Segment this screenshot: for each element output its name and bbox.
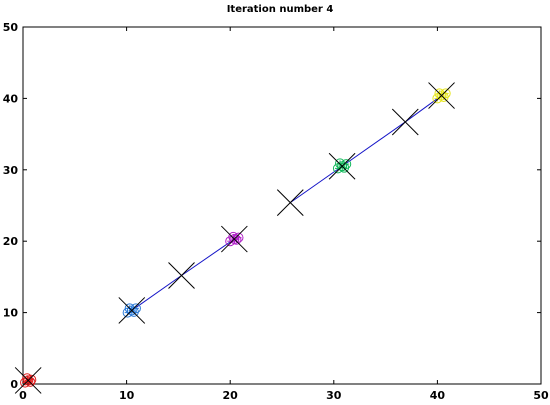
plot-frame bbox=[22, 26, 542, 385]
x-tick-label-5: 50 bbox=[533, 389, 549, 402]
data-point-c0-p3 bbox=[22, 373, 33, 384]
data-point-c4-p4 bbox=[438, 91, 449, 102]
data-point-c2-p4 bbox=[231, 234, 242, 245]
data-point-c2-p2 bbox=[233, 232, 244, 243]
data-point-c1-p4 bbox=[128, 306, 139, 317]
y-tick-label-3: 30 bbox=[3, 164, 19, 177]
centroid-marker-b-7 bbox=[428, 82, 455, 109]
x-tick-label-4: 40 bbox=[430, 389, 446, 402]
centroid-marker-b-6 bbox=[391, 108, 419, 136]
y-tick-label-5: 50 bbox=[3, 21, 19, 34]
x-tick-label-1: 10 bbox=[119, 389, 135, 402]
trajectory-line-0 bbox=[131, 238, 235, 311]
centroid-marker-b-1 bbox=[118, 297, 146, 324]
y-tick-label-4: 40 bbox=[3, 92, 19, 105]
x-tick-label-2: 20 bbox=[223, 389, 239, 402]
centroid-marker-b-3 bbox=[220, 225, 248, 253]
y-tick-label-1: 10 bbox=[3, 307, 19, 320]
centroid-marker-b-4 bbox=[276, 189, 304, 216]
y-tick-label-2: 20 bbox=[3, 235, 19, 248]
trajectory-line-1 bbox=[290, 95, 442, 204]
x-tick-label-3: 30 bbox=[326, 389, 342, 402]
data-point-c2-p3 bbox=[228, 231, 239, 242]
y-tick-label-0: 0 bbox=[10, 378, 18, 391]
chart-title: Iteration number 4 bbox=[227, 4, 334, 15]
x-tick-label-0: 0 bbox=[19, 389, 27, 402]
axis-ticks: 0 10 20 30 40 50 0 10 20 30 40 50 bbox=[3, 21, 549, 402]
centroid-marker-b-0 bbox=[14, 367, 42, 394]
centroid-markers bbox=[14, 82, 455, 394]
centroid-marker-b-5 bbox=[328, 152, 356, 180]
data-point-c3-p4 bbox=[339, 162, 350, 173]
centroid-marker-b-2 bbox=[168, 262, 195, 289]
data-point-c0-p4 bbox=[25, 376, 36, 387]
